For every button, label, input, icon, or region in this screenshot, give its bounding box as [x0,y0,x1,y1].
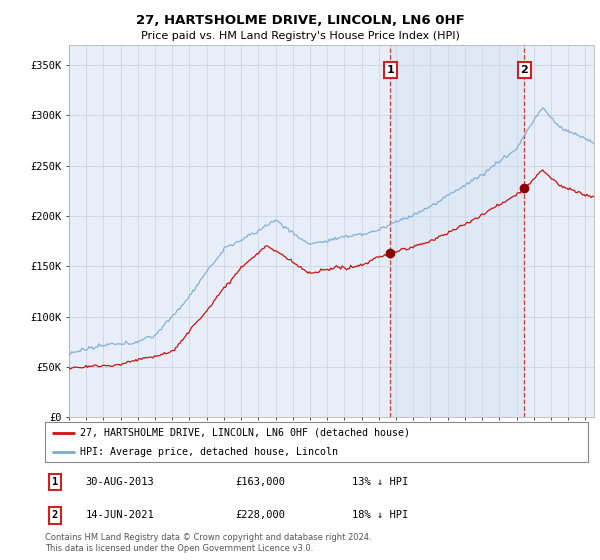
Text: 13% ↓ HPI: 13% ↓ HPI [352,477,408,487]
Text: 30-AUG-2013: 30-AUG-2013 [86,477,154,487]
Text: 27, HARTSHOLME DRIVE, LINCOLN, LN6 0HF (detached house): 27, HARTSHOLME DRIVE, LINCOLN, LN6 0HF (… [80,428,410,437]
Text: 18% ↓ HPI: 18% ↓ HPI [352,510,408,520]
Text: £228,000: £228,000 [235,510,285,520]
Text: 27, HARTSHOLME DRIVE, LINCOLN, LN6 0HF: 27, HARTSHOLME DRIVE, LINCOLN, LN6 0HF [136,14,464,27]
Text: 2: 2 [520,65,528,75]
Text: 1: 1 [52,477,58,487]
Text: Contains HM Land Registry data © Crown copyright and database right 2024.
This d: Contains HM Land Registry data © Crown c… [45,533,371,553]
Text: 1: 1 [386,65,394,75]
Text: 2: 2 [52,510,58,520]
Text: Price paid vs. HM Land Registry's House Price Index (HPI): Price paid vs. HM Land Registry's House … [140,31,460,41]
Bar [390,45,524,417]
Text: £163,000: £163,000 [235,477,285,487]
Text: HPI: Average price, detached house, Lincoln: HPI: Average price, detached house, Linc… [80,447,338,457]
Text: 14-JUN-2021: 14-JUN-2021 [86,510,154,520]
